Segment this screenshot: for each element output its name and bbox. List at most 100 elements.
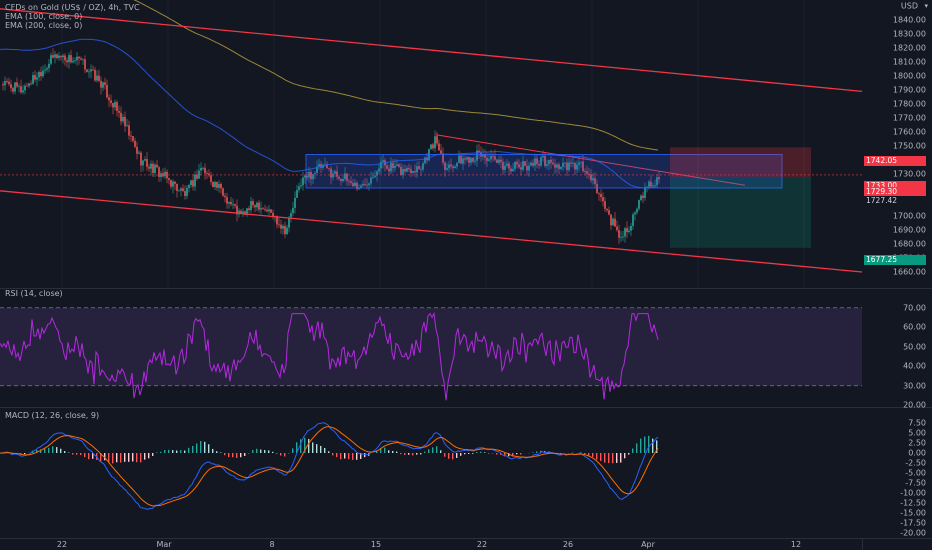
candle-body bbox=[472, 157, 474, 162]
candle-body bbox=[46, 68, 48, 70]
symbol-title[interactable]: CFDs on Gold (US$ / OZ), 4h, TVC bbox=[5, 3, 140, 12]
rsi-axis[interactable]: 70.00 60.00 50.00 40.00 30.00 20.00 bbox=[862, 289, 932, 410]
candle-body bbox=[130, 135, 132, 137]
currency-label[interactable]: USD bbox=[900, 1, 918, 11]
macd-histogram-bar bbox=[192, 445, 194, 453]
price-tick: 1800.00 bbox=[892, 71, 926, 81]
candle-body bbox=[20, 86, 22, 93]
price-chart[interactable] bbox=[0, 0, 862, 288]
macd-axis[interactable]: 7.50 5.00 2.50 0.00 -2.50 -5.00 -7.50 -10.00 -12… bbox=[862, 408, 932, 538]
rsi-legend[interactable]: RSI (14, close) bbox=[5, 289, 63, 298]
candle-body bbox=[468, 157, 470, 163]
candle-body bbox=[552, 162, 554, 165]
macd-histogram-bar bbox=[420, 453, 422, 455]
candle-body bbox=[78, 56, 80, 59]
macd-histogram-bar bbox=[168, 449, 170, 453]
macd-histogram-bar bbox=[408, 453, 410, 455]
rsi-pane[interactable]: RSI (14, close) bbox=[0, 289, 862, 407]
ema100-legend[interactable]: EMA (100, close, 0) bbox=[5, 12, 83, 21]
macd-histogram-bar bbox=[304, 437, 306, 453]
candle-body bbox=[654, 185, 656, 186]
candle-body bbox=[166, 171, 168, 179]
candle-body bbox=[378, 168, 380, 172]
candle-body bbox=[60, 55, 62, 58]
candle-body bbox=[172, 181, 174, 187]
pane-separator[interactable] bbox=[0, 407, 932, 408]
price-pane[interactable]: CFDs on Gold (US$ / OZ), 4h, TVC EMA (10… bbox=[0, 0, 862, 288]
candle-body bbox=[64, 55, 66, 61]
macd-histogram-bar bbox=[212, 448, 214, 453]
candle-body bbox=[354, 182, 356, 187]
candle-body bbox=[270, 209, 272, 213]
macd-histogram-bar bbox=[580, 452, 582, 453]
price-tag: 1742.05 bbox=[864, 156, 926, 166]
candle-body bbox=[174, 181, 176, 184]
price-tick: 1770.00 bbox=[892, 113, 926, 123]
macd-pane[interactable]: MACD (12, 26, close, 9) bbox=[0, 408, 862, 538]
candle-body bbox=[334, 171, 336, 174]
candle-body bbox=[32, 75, 34, 84]
candle-body bbox=[456, 162, 458, 167]
candle-body bbox=[276, 215, 278, 225]
macd-histogram-bar bbox=[144, 453, 146, 460]
macd-histogram-bar bbox=[104, 453, 106, 461]
candle-body bbox=[180, 188, 182, 191]
macd-histogram-bar bbox=[632, 448, 634, 453]
macd-histogram-bar bbox=[448, 453, 450, 459]
macd-histogram-bar bbox=[416, 453, 418, 455]
candle-body bbox=[300, 185, 302, 187]
macd-histogram-bar bbox=[228, 453, 230, 458]
candle-body bbox=[532, 162, 534, 166]
candle-body bbox=[366, 184, 368, 186]
price-tag: 1727.42 bbox=[864, 196, 926, 206]
candle-body bbox=[616, 226, 618, 231]
ema200-legend[interactable]: EMA (200, close, 0) bbox=[5, 21, 83, 30]
candle-body bbox=[646, 186, 648, 188]
rsi-line bbox=[0, 311, 659, 401]
candle-body bbox=[426, 157, 428, 161]
macd-histogram-bar bbox=[352, 453, 354, 460]
candle-body bbox=[278, 224, 280, 226]
candle-body bbox=[112, 103, 114, 108]
candle-body bbox=[6, 81, 8, 82]
pane-separator[interactable] bbox=[0, 288, 932, 289]
candle-body bbox=[76, 56, 78, 61]
candle-body bbox=[132, 136, 134, 141]
macd-histogram-bar bbox=[76, 453, 78, 455]
candle-body bbox=[10, 84, 12, 89]
macd-chart[interactable] bbox=[0, 408, 862, 538]
macd-histogram-bar bbox=[404, 453, 406, 455]
candle-body bbox=[34, 75, 36, 80]
candle-body bbox=[414, 171, 416, 173]
macd-histogram-bar bbox=[232, 453, 234, 458]
candle-body bbox=[424, 157, 426, 164]
candle-body bbox=[522, 161, 524, 170]
macd-histogram-bar bbox=[428, 449, 430, 453]
candle-body bbox=[656, 177, 658, 186]
price-axis[interactable]: USD ▾ 1840.00 1830.00 1820.00 1810.00 1800.0… bbox=[862, 0, 932, 288]
rsi-chart[interactable] bbox=[0, 289, 862, 407]
macd-histogram-bar bbox=[216, 451, 218, 453]
candle-body bbox=[640, 195, 642, 201]
candle-body bbox=[510, 168, 512, 172]
candle-body bbox=[392, 162, 394, 169]
price-tick: 1760.00 bbox=[892, 127, 926, 137]
candle-body bbox=[258, 202, 260, 210]
candle-body bbox=[502, 161, 504, 170]
stop-loss-zone bbox=[670, 147, 811, 178]
price-tick: 1690.00 bbox=[892, 225, 926, 235]
currency-dropdown-icon[interactable]: ▾ bbox=[924, 2, 928, 10]
macd-legend[interactable]: MACD (12, 26, close, 9) bbox=[5, 411, 100, 420]
candle-body bbox=[536, 158, 538, 165]
candle-body bbox=[220, 184, 222, 189]
candle-body bbox=[66, 60, 68, 63]
time-axis[interactable]: 22 Mar 8 15 22 26 Apr 12 bbox=[0, 539, 862, 550]
candle-body bbox=[390, 162, 392, 172]
candle-body bbox=[446, 168, 448, 170]
candle-body bbox=[586, 171, 588, 174]
candle-body bbox=[288, 217, 290, 228]
candle-body bbox=[146, 159, 148, 167]
price-tag: 1677.25 bbox=[864, 255, 926, 265]
candle-body bbox=[12, 88, 14, 92]
candle-body bbox=[372, 177, 374, 179]
